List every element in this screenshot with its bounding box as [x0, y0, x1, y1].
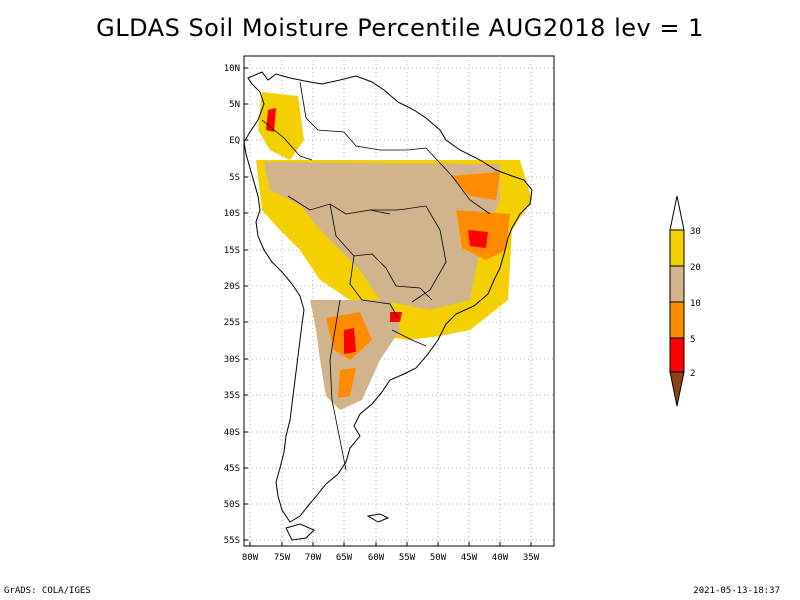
colorbar-tick: 2	[690, 369, 695, 379]
lon-label: 55W	[399, 553, 416, 563]
lat-label: 10S	[224, 209, 240, 219]
lat-label: 10N	[224, 64, 240, 74]
lat-label: 35S	[224, 391, 240, 401]
shade-2-5	[468, 230, 488, 248]
colorbar-segment	[669, 337, 685, 373]
footer-timestamp: 2021-05-13-18:37	[693, 586, 780, 596]
lat-label: 5S	[229, 173, 240, 183]
lon-label: 40W	[492, 553, 509, 563]
colorbar	[669, 195, 685, 407]
lon-label: 50W	[430, 553, 447, 563]
colorbar-tick: 30	[690, 227, 701, 237]
lon-label: 45W	[461, 553, 478, 563]
south-america-coastline	[243, 71, 533, 523]
colorbar-labels: 30 20 10 5 2	[690, 227, 701, 379]
shade-5-10	[450, 172, 500, 200]
map-title: GLDAS Soil Moisture Percentile AUG2018 l…	[96, 14, 704, 42]
colorbar-segment	[669, 229, 685, 267]
shade-5-10	[338, 368, 356, 398]
lat-label: 45S	[224, 464, 240, 474]
soil-moisture-shading	[256, 92, 532, 410]
lat-label: 20S	[224, 282, 240, 292]
colorbar-tick: 5	[690, 335, 695, 345]
shade-2-5	[266, 108, 276, 132]
country-borders	[261, 81, 491, 471]
lon-label: 60W	[368, 553, 385, 563]
falkland-islands	[366, 513, 390, 523]
shade-2-5	[390, 312, 402, 322]
shade-10-20	[264, 162, 500, 310]
lon-label: 65W	[336, 553, 353, 563]
colorbar-tick: 20	[690, 263, 701, 273]
lon-label: 80W	[242, 553, 259, 563]
lat-label: 55S	[224, 536, 240, 546]
longitude-labels: 80W 75W 70W 65W 60W 55W 50W 45W 40W 35W	[242, 542, 540, 563]
footer-credit: GrADS: COLA/IGES	[4, 586, 91, 596]
latitude-labels: 10N 5N EQ 5S 10S 15S 20S 25S 30S 35S 40S 45S 50S 55S	[224, 64, 248, 546]
lat-label: 15S	[224, 246, 240, 256]
colorbar-below-2	[669, 371, 685, 407]
lat-label: EQ	[229, 136, 240, 146]
colorbar-segment	[669, 265, 685, 303]
lat-label: 40S	[224, 428, 240, 438]
colorbar-above-30	[669, 195, 685, 231]
tierra-del-fuego	[285, 523, 315, 541]
lat-label: 25S	[224, 318, 240, 328]
colorbar-segment	[669, 301, 685, 339]
shade-2-5	[344, 328, 356, 354]
lat-label: 5N	[229, 100, 240, 110]
lon-label: 35W	[523, 553, 540, 563]
shade-20-30	[258, 92, 304, 160]
map-frame	[243, 55, 555, 547]
lat-label: 50S	[224, 500, 240, 510]
lon-label: 75W	[274, 553, 291, 563]
lat-label: 30S	[224, 355, 240, 365]
lon-label: 70W	[305, 553, 322, 563]
colorbar-tick: 10	[690, 299, 701, 309]
